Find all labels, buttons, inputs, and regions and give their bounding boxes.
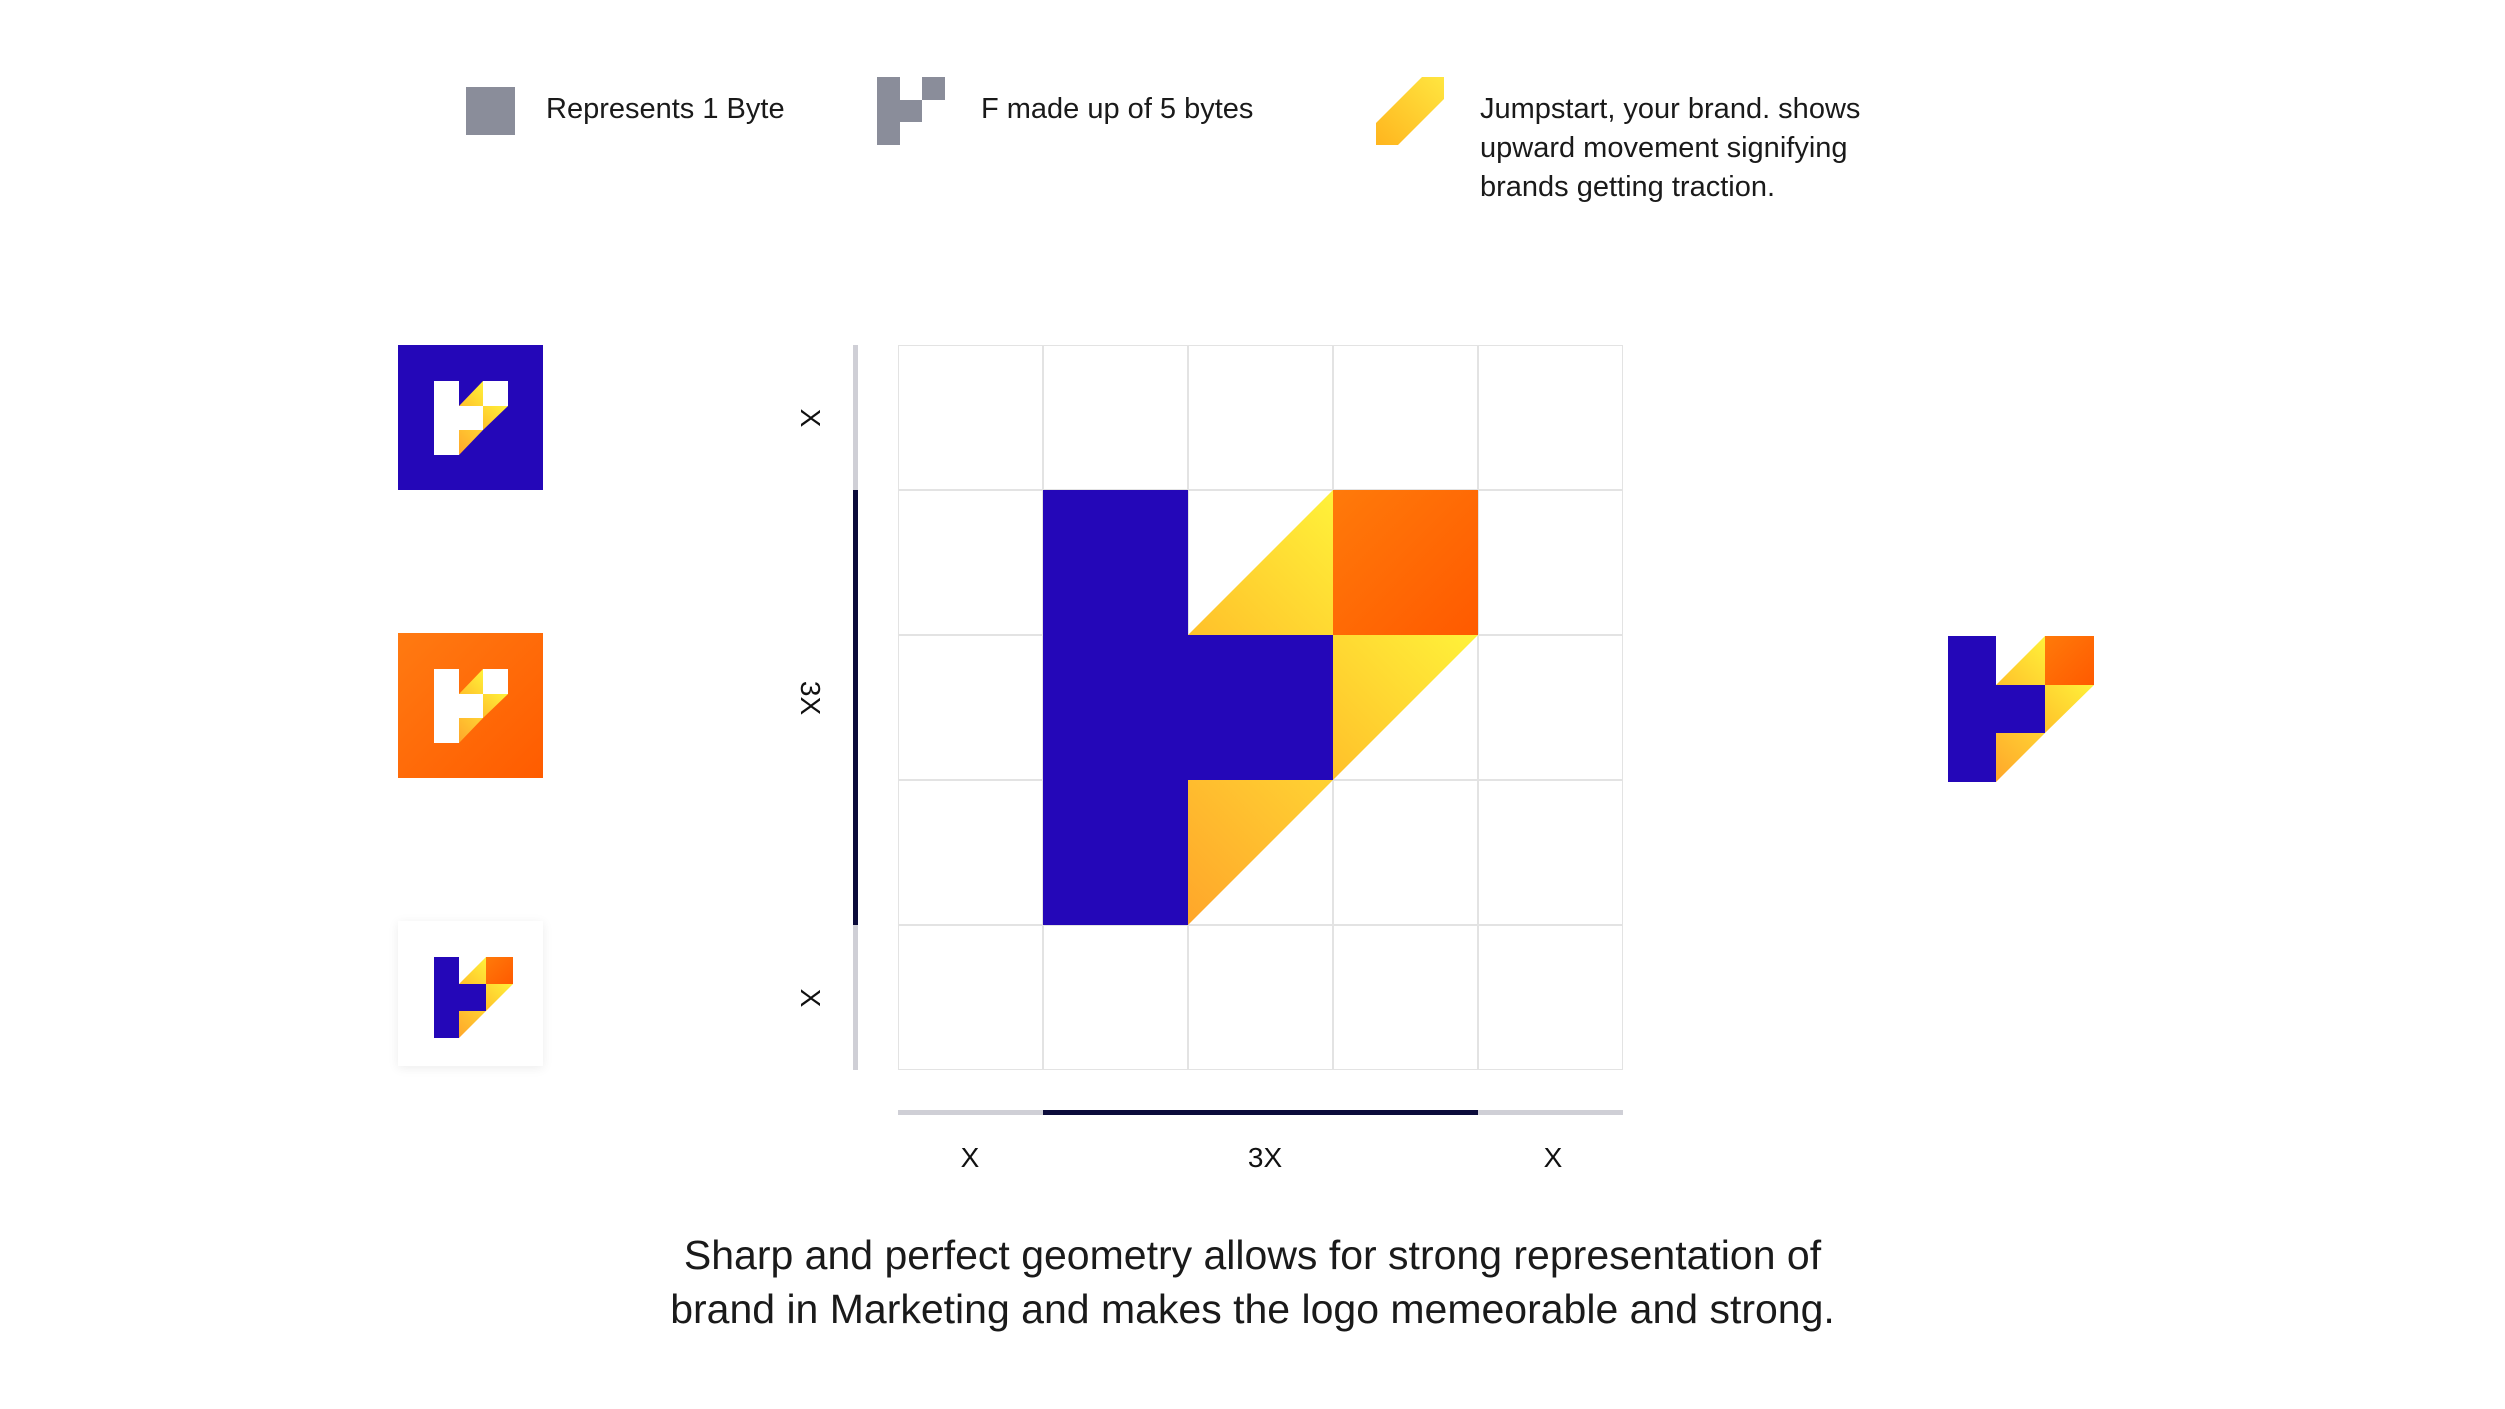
grid-cell	[1478, 490, 1623, 635]
caption-line-2: brand in Marketing and makes the logo me…	[670, 1286, 1835, 1332]
caption: Sharp and perfect geometry allows for st…	[0, 1228, 2505, 1336]
dim-vertical-middle-bar	[853, 490, 858, 925]
logo-white-tile	[398, 921, 543, 1066]
logo-stem-shape	[1043, 490, 1188, 925]
grid-cell	[898, 345, 1043, 490]
dim-vertical-label-bottom: X	[795, 988, 826, 1008]
grid-cell	[1478, 635, 1623, 780]
dim-horizontal-label-left: X	[960, 1142, 980, 1173]
dim-horizontal-label-middle: 3X	[1247, 1142, 1283, 1173]
caption-line-1: Sharp and perfect geometry allows for st…	[683, 1232, 1822, 1278]
logo-top-right-byte-shape	[1333, 490, 1478, 635]
logo-right-triangle-shape	[1333, 635, 1478, 780]
grid-cell	[898, 780, 1043, 925]
grid-cell	[898, 635, 1043, 780]
dim-horizontal-left-bar	[898, 1110, 1043, 1115]
legend-jumpstart-line-1: Jumpstart, your brand. shows	[1480, 93, 1861, 125]
dim-vertical-label-middle: 3X	[795, 680, 826, 716]
grid-cell	[1043, 345, 1188, 490]
dim-horizontal-label-right: X	[1543, 1142, 1563, 1173]
logo-indigo-tile	[398, 345, 543, 490]
grid-cell	[898, 925, 1043, 1070]
jumpstart-arrow-icon	[1376, 77, 1444, 145]
dim-horizontal-right-bar	[1478, 1110, 1623, 1115]
f-five-bytes-icon	[877, 77, 945, 145]
grid-cell	[1188, 925, 1333, 1070]
construction-grid	[898, 345, 1623, 1070]
logo-orange-tile	[398, 633, 543, 778]
logo-lower-triangle-shape	[1188, 780, 1333, 925]
dim-vertical-label-top: X	[795, 408, 826, 428]
grid-cell	[1478, 345, 1623, 490]
grid-cell	[1333, 780, 1478, 925]
grid-cell	[1188, 345, 1333, 490]
grid-logo-mark	[1043, 490, 1478, 925]
legend-jumpstart-line-2: upward movement signifying	[1480, 132, 1848, 164]
grid-cell	[1333, 925, 1478, 1070]
legend-jumpstart-line-3: brands getting traction.	[1480, 171, 1776, 203]
legend-byte-text: Represents 1 Byte	[546, 93, 785, 125]
grid-cell	[1043, 925, 1188, 1070]
grid-cell	[898, 490, 1043, 635]
logo-middle-byte-shape	[1188, 635, 1333, 780]
byte-square-icon	[466, 87, 515, 135]
standalone-logo	[1948, 636, 2094, 782]
legend-f-text: F made up of 5 bytes	[981, 93, 1254, 125]
dim-vertical-bottom-bar	[853, 925, 858, 1070]
grid-cell	[1333, 345, 1478, 490]
dim-horizontal-middle-bar	[1043, 1110, 1478, 1115]
dim-vertical-top-bar	[853, 345, 858, 490]
grid-cell	[1478, 780, 1623, 925]
legend-jumpstart-text: Jumpstart, your brand. shows upward move…	[1480, 90, 1860, 207]
logo-upper-triangle-shape	[1188, 490, 1333, 635]
grid-cell	[1478, 925, 1623, 1070]
